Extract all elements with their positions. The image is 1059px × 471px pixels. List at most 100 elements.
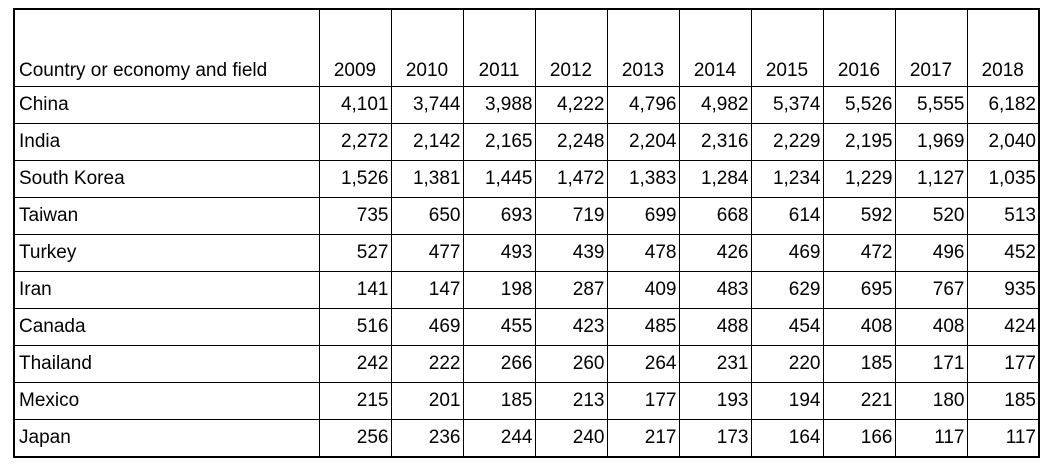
cell: 1,969	[894, 123, 968, 161]
cell: 469	[390, 308, 464, 346]
cell: 5,526	[822, 86, 896, 124]
cell: 472	[822, 234, 896, 272]
cell: 493	[462, 234, 536, 272]
cell: 1,229	[822, 160, 896, 198]
cell: 180	[894, 382, 968, 420]
column-header: 2011	[462, 8, 536, 87]
data-table: Country or economy and field 2009 2010 2011…	[13, 8, 1040, 458]
row-label: Japan	[13, 419, 320, 458]
cell: 767	[894, 271, 968, 309]
cell: 699	[606, 197, 680, 235]
cell: 220	[750, 345, 824, 383]
cell: 222	[390, 345, 464, 383]
cell: 141	[318, 271, 392, 309]
cell: 483	[678, 271, 752, 309]
row-label: India	[13, 123, 320, 161]
cell: 194	[750, 382, 824, 420]
cell: 1,445	[462, 160, 536, 198]
cell: 236	[390, 419, 464, 458]
data-row: China 4,101 3,744 3,988 4,222 4,796 4,982 5,374…	[13, 86, 1040, 124]
cell: 147	[390, 271, 464, 309]
cell: 1,381	[390, 160, 464, 198]
cell: 2,272	[318, 123, 392, 161]
cell: 1,526	[318, 160, 392, 198]
cell: 477	[390, 234, 464, 272]
row-label: Mexico	[13, 382, 320, 420]
cell: 424	[966, 308, 1040, 346]
cell: 1,035	[966, 160, 1040, 198]
row-label: South Korea	[13, 160, 320, 198]
row-label: Iran	[13, 271, 320, 309]
cell: 185	[462, 382, 536, 420]
cell: 256	[318, 419, 392, 458]
cell: 469	[750, 234, 824, 272]
cell: 516	[318, 308, 392, 346]
cell: 217	[606, 419, 680, 458]
cell: 177	[606, 382, 680, 420]
cell: 719	[534, 197, 608, 235]
cell: 629	[750, 271, 824, 309]
cell: 592	[822, 197, 896, 235]
cell: 1,284	[678, 160, 752, 198]
data-row: Thailand 242 222 266 260 264 231 220 185 171 177	[13, 345, 1040, 383]
data-row: India 2,272 2,142 2,165 2,248 2,204 2,316 2,229…	[13, 123, 1040, 161]
cell: 4,101	[318, 86, 392, 124]
data-row: Iran 141 147 198 287 409 483 629 695 767 935	[13, 271, 1040, 309]
data-row: South Korea 1,526 1,381 1,445 1,472 1,383 1,28…	[13, 160, 1040, 198]
cell: 215	[318, 382, 392, 420]
cell: 2,142	[390, 123, 464, 161]
cell: 2,195	[822, 123, 896, 161]
cell: 695	[822, 271, 896, 309]
data-row: Japan 256 236 244 240 217 173 164 166 117 117	[13, 419, 1040, 458]
cell: 3,744	[390, 86, 464, 124]
cell: 240	[534, 419, 608, 458]
cell: 452	[966, 234, 1040, 272]
cell: 488	[678, 308, 752, 346]
cell: 242	[318, 345, 392, 383]
cell: 4,796	[606, 86, 680, 124]
cell: 164	[750, 419, 824, 458]
cell: 173	[678, 419, 752, 458]
cell: 260	[534, 345, 608, 383]
cell: 423	[534, 308, 608, 346]
column-header: 2012	[534, 8, 608, 87]
cell: 409	[606, 271, 680, 309]
cell: 201	[390, 382, 464, 420]
cell: 3,988	[462, 86, 536, 124]
cell: 1,472	[534, 160, 608, 198]
cell: 513	[966, 197, 1040, 235]
cell: 231	[678, 345, 752, 383]
cell: 2,316	[678, 123, 752, 161]
cell: 439	[534, 234, 608, 272]
cell: 408	[894, 308, 968, 346]
cell: 221	[822, 382, 896, 420]
data-row: Mexico 215 201 185 213 177 193 194 221 180 185	[13, 382, 1040, 420]
data-row: Turkey 527 477 493 439 478 426 469 472 496 452	[13, 234, 1040, 272]
data-row: Taiwan 735 650 693 719 699 668 614 592 520 513	[13, 197, 1040, 235]
cell: 650	[390, 197, 464, 235]
cell: 4,982	[678, 86, 752, 124]
cell: 266	[462, 345, 536, 383]
cell: 117	[966, 419, 1040, 458]
cell: 496	[894, 234, 968, 272]
cell: 177	[966, 345, 1040, 383]
cell: 426	[678, 234, 752, 272]
cell: 614	[750, 197, 824, 235]
cell: 408	[822, 308, 896, 346]
cell: 4,222	[534, 86, 608, 124]
cell: 454	[750, 308, 824, 346]
cell: 213	[534, 382, 608, 420]
cell: 244	[462, 419, 536, 458]
cell: 264	[606, 345, 680, 383]
cell: 1,127	[894, 160, 968, 198]
cell: 117	[894, 419, 968, 458]
cell: 198	[462, 271, 536, 309]
cell: 5,555	[894, 86, 968, 124]
data-row: Canada 516 469 455 423 485 488 454 408 408 424	[13, 308, 1040, 346]
cell: 2,229	[750, 123, 824, 161]
row-label: Taiwan	[13, 197, 320, 235]
cell: 185	[966, 382, 1040, 420]
cell: 735	[318, 197, 392, 235]
header-row: Country or economy and field 2009 2010 2011…	[13, 8, 1040, 87]
cell: 5,374	[750, 86, 824, 124]
